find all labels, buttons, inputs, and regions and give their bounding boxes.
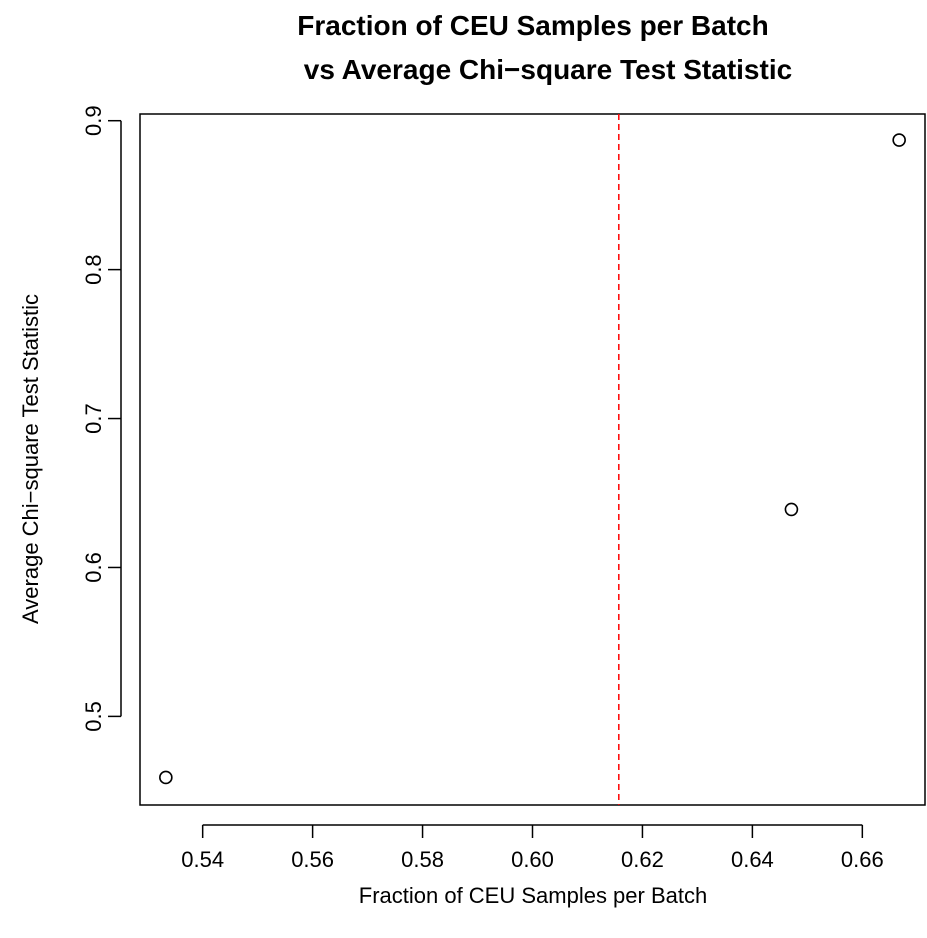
- plot-box: [139, 113, 926, 806]
- y-tick-label: 0.9: [81, 105, 106, 136]
- y-axis-label: Average Chi−square Test Statistic: [18, 294, 43, 624]
- x-tick-label: 0.58: [401, 847, 444, 872]
- y-tick-label: 0.6: [81, 552, 106, 583]
- x-tick-label: 0.56: [291, 847, 334, 872]
- data-point: [892, 133, 906, 147]
- data-point: [784, 502, 799, 517]
- chart-title-line-1: Fraction of CEU Samples per Batch: [297, 10, 768, 41]
- x-axis-label: Fraction of CEU Samples per Batch: [359, 883, 707, 908]
- y-tick-label: 0.8: [81, 254, 106, 285]
- chart-title-line-2: vs Average Chi−square Test Statistic: [304, 54, 792, 85]
- data-points: [159, 133, 906, 785]
- x-tick-label: 0.66: [841, 847, 884, 872]
- y-tick-label: 0.5: [81, 701, 106, 732]
- y-tick-label: 0.7: [81, 403, 106, 434]
- x-tick-label: 0.62: [621, 847, 664, 872]
- x-tick-label: 0.60: [511, 847, 554, 872]
- x-axis: 0.54 0.56 0.58 0.60 0.62 0.64 0.66: [181, 824, 884, 872]
- data-point: [159, 770, 173, 785]
- x-tick-label: 0.54: [181, 847, 224, 872]
- x-tick-label: 0.64: [731, 847, 774, 872]
- y-axis: 0.5 0.6 0.7 0.8 0.9: [81, 105, 122, 732]
